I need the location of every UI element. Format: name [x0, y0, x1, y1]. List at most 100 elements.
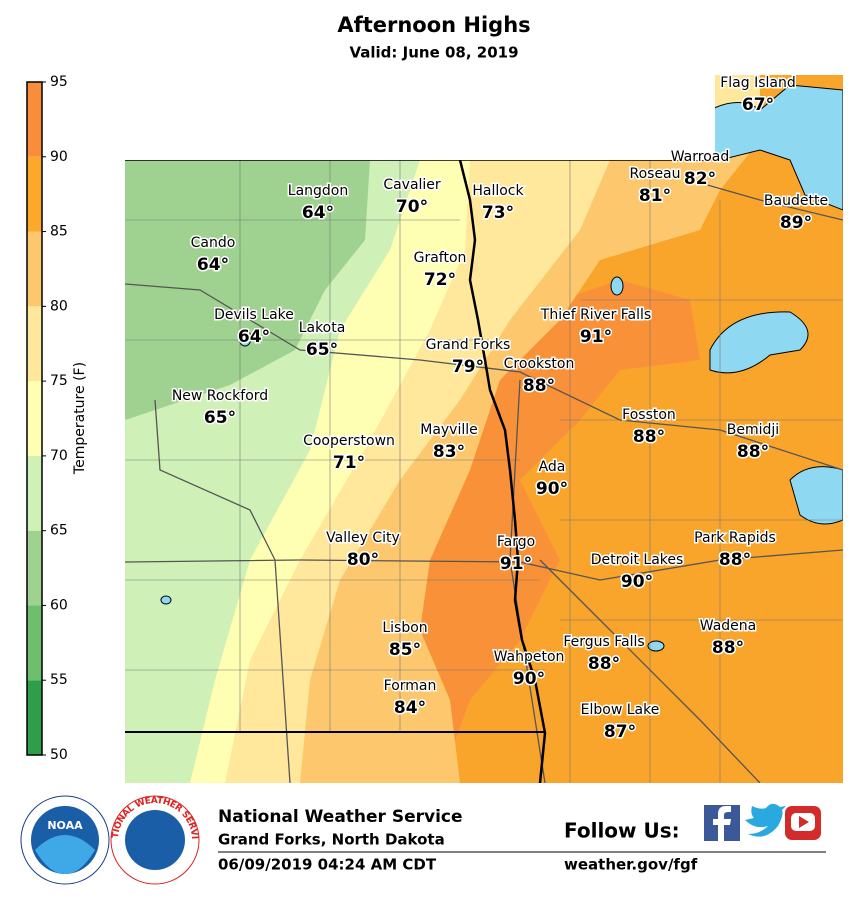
city-temp: 79° — [452, 357, 484, 377]
colorbar-tick-label: 50 — [50, 747, 68, 763]
website[interactable]: weather.gov/fgf — [564, 856, 698, 874]
city-temp: 91° — [500, 554, 532, 574]
city-name: Bemidji — [727, 422, 779, 438]
state-border — [458, 159, 547, 783]
city-name: Cooperstown — [303, 433, 395, 449]
city-temp: 88° — [633, 427, 665, 447]
city-name: Forman — [384, 678, 437, 694]
city-temp: 83° — [433, 442, 465, 462]
colorbar-segment — [27, 455, 42, 531]
colorbar-tick-label: 95 — [50, 74, 68, 90]
city-name: Langdon — [288, 183, 348, 199]
city-temp: 88° — [737, 442, 769, 462]
colorbar-segment — [27, 530, 42, 606]
colorbar-tick-label: 70 — [50, 448, 68, 464]
city-temp: 82° — [684, 169, 716, 189]
city-temp: 70° — [396, 197, 428, 217]
colorbar-tick-label: 55 — [50, 672, 68, 688]
city-name: Fosston — [622, 407, 676, 423]
city-temp: 84° — [394, 698, 426, 718]
city-name: Detroit Lakes — [591, 552, 684, 568]
city-name: Lisbon — [382, 620, 427, 636]
colorbar-tick-label: 65 — [50, 523, 68, 539]
city-name: Grand Forks — [426, 337, 511, 353]
follow-us: Follow Us: — [564, 819, 680, 843]
city-temp: 73° — [482, 203, 514, 223]
city-name: Roseau — [629, 166, 680, 182]
issued: 06/09/2019 04:24 AM CDT — [218, 856, 437, 874]
lake — [238, 329, 252, 347]
city-name: Cando — [191, 235, 236, 251]
city-name: Wadena — [700, 618, 756, 634]
city-name: New Rockford — [172, 388, 268, 404]
lake — [709, 311, 809, 374]
city-labels: Flag Island 67° Warroad 82°Roseau 81° Baudett… — [170, 74, 829, 744]
city-name: Fergus Falls — [563, 634, 644, 650]
city-temp: 72° — [424, 270, 456, 290]
city-name: Warroad — [671, 149, 730, 165]
city-temp: 65° — [204, 408, 236, 428]
colorbar-segment — [27, 231, 42, 307]
colorbar-tick-label: 85 — [50, 224, 68, 240]
colorbar-frame — [26, 81, 43, 756]
city-name: Grafton — [414, 250, 467, 266]
map — [125, 75, 843, 783]
colorbar-tick-label: 80 — [50, 298, 68, 314]
lake — [643, 101, 667, 115]
city-name: Flag Island — [720, 75, 796, 91]
city-temp: 90° — [621, 572, 653, 592]
colorbar-segment — [27, 82, 42, 157]
colorbar-segment — [27, 381, 42, 456]
city-temp: 80° — [347, 550, 379, 570]
city-temp: 90° — [536, 479, 568, 499]
city-name: Thief River Falls — [540, 307, 651, 323]
county-lines — [125, 160, 843, 783]
colorbar-tick-label: 60 — [50, 597, 68, 613]
subtitle: Valid: June 08, 2019 — [349, 44, 518, 62]
city-temp: 88° — [523, 376, 555, 396]
city-temp: 88° — [588, 654, 620, 674]
city-temp: 88° — [712, 638, 744, 658]
city-name: Mayville — [420, 422, 478, 438]
colorbar-segment — [27, 680, 42, 755]
facebook-glyph — [713, 806, 731, 841]
city-name: Wahpeton — [494, 649, 565, 665]
city-name: Park Rapids — [694, 530, 776, 546]
roads — [125, 179, 843, 783]
city-temp: 91° — [580, 327, 612, 347]
city-name: Elbow Lake — [581, 702, 660, 718]
city-name: Crookston — [504, 356, 575, 372]
colorbar-label: Temperature (F) — [72, 362, 88, 475]
noaa-logo — [35, 835, 95, 875]
city-temp: 89° — [780, 213, 812, 233]
city-temp: 81° — [639, 186, 671, 206]
title: Afternoon Highs — [337, 13, 530, 37]
city-name: Cavalier — [383, 177, 441, 193]
lake — [160, 595, 172, 605]
colorbar-tick-label: 90 — [50, 149, 68, 165]
city-temp: 87° — [604, 722, 636, 742]
colorbar-segment — [27, 156, 42, 232]
agency: National Weather Service — [218, 807, 463, 827]
city-name: Hallock — [472, 183, 524, 199]
zone — [125, 160, 370, 420]
twitter-icon[interactable] — [745, 803, 786, 837]
youtube-glyph — [799, 816, 809, 828]
city-temp: 90° — [513, 669, 545, 689]
city-temp: 71° — [333, 453, 365, 473]
city-name: Valley City — [326, 530, 400, 546]
colorbar-tick-label: 75 — [50, 373, 68, 389]
nws-logo — [125, 810, 185, 870]
city-temp: 64° — [302, 203, 334, 223]
city-temp: 64° — [238, 327, 270, 347]
colorbar: 50 55 60 65 70 75 80 85 90 95 — [26, 74, 68, 763]
city-name: Lakota — [299, 320, 346, 336]
city-temp: 85° — [389, 640, 421, 660]
colorbar-segment — [27, 306, 42, 382]
city-temp: 65° — [306, 340, 338, 360]
city-name: Ada — [539, 459, 566, 475]
noaa-text: NOAA — [47, 819, 83, 832]
colorbar-segment — [27, 605, 42, 681]
city-name: Devils Lake — [214, 307, 294, 323]
